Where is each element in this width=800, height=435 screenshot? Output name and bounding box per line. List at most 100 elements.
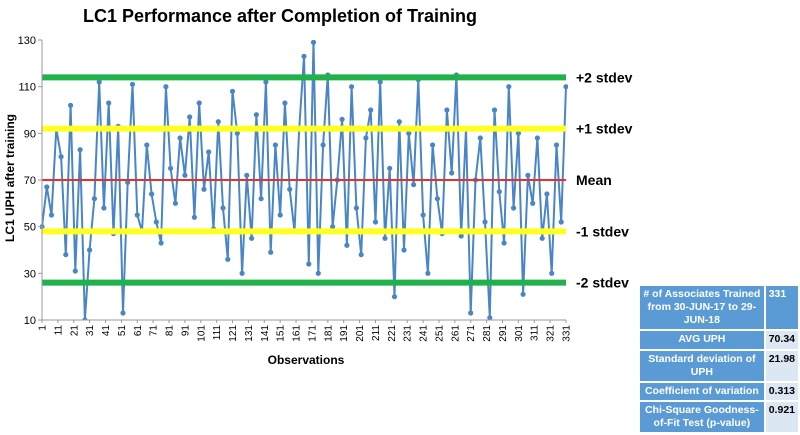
data-point bbox=[229, 88, 236, 94]
data-point bbox=[206, 149, 212, 155]
x-tick-label: 121 bbox=[228, 325, 239, 342]
y-tick-label: 110 bbox=[18, 82, 36, 94]
data-point bbox=[191, 214, 197, 220]
x-tick-label: 301 bbox=[514, 325, 525, 342]
ref-line-label: -2 stdev bbox=[576, 275, 629, 291]
x-tick-label: 221 bbox=[387, 325, 398, 342]
data-point bbox=[58, 154, 64, 160]
data-point bbox=[382, 235, 388, 241]
data-point bbox=[153, 219, 159, 225]
x-tick-label: 261 bbox=[450, 325, 461, 342]
data-point bbox=[263, 79, 269, 85]
data-point bbox=[434, 196, 440, 202]
data-point bbox=[520, 291, 526, 297]
data-point bbox=[101, 205, 107, 211]
data-point bbox=[496, 189, 502, 195]
stats-value: 70.34 bbox=[765, 331, 798, 349]
stats-label: Chi-Square Goodness-of-Fit Test (p-value… bbox=[640, 401, 764, 433]
x-tick-label: 101 bbox=[196, 325, 207, 342]
data-point bbox=[487, 315, 493, 320]
stats-label: Coefficient of variation bbox=[640, 382, 764, 400]
y-tick-label: 90 bbox=[24, 128, 36, 140]
data-point bbox=[468, 310, 474, 316]
chart-title: LC1 Performance after Completion of Trai… bbox=[83, 6, 477, 26]
data-point bbox=[315, 270, 321, 276]
x-tick-label: 231 bbox=[403, 325, 414, 342]
data-point bbox=[482, 219, 488, 225]
data-point bbox=[144, 142, 150, 148]
data-point bbox=[330, 224, 336, 230]
data-point bbox=[201, 186, 207, 192]
x-tick-label: 71 bbox=[149, 325, 160, 337]
stats-label: AVG UPH bbox=[640, 331, 764, 349]
data-point bbox=[349, 84, 355, 90]
data-point bbox=[249, 235, 255, 241]
data-point bbox=[182, 172, 188, 178]
data-point bbox=[168, 165, 174, 171]
x-tick-label: 41 bbox=[101, 325, 112, 337]
data-point bbox=[220, 205, 226, 211]
x-tick-label: 141 bbox=[260, 325, 271, 342]
data-point bbox=[120, 310, 126, 316]
data-point bbox=[344, 242, 350, 248]
stats-row: Standard deviation of UPH 21.98 bbox=[640, 350, 798, 381]
data-point bbox=[563, 84, 568, 90]
data-point bbox=[387, 165, 393, 171]
data-point bbox=[515, 130, 522, 136]
data-point bbox=[377, 79, 383, 85]
data-point bbox=[558, 219, 564, 225]
y-tick-label: 10 bbox=[24, 315, 36, 327]
data-point bbox=[506, 84, 512, 90]
stats-label: Standard deviation of UPH bbox=[640, 350, 764, 381]
data-point bbox=[306, 261, 312, 267]
data-point bbox=[363, 135, 369, 141]
x-tick-label: 161 bbox=[292, 325, 303, 342]
data-point bbox=[368, 107, 374, 113]
stats-row: AVG UPH 70.34 bbox=[640, 331, 798, 349]
data-point bbox=[253, 112, 259, 118]
ref-line-label: +2 stdev bbox=[576, 69, 633, 85]
data-point bbox=[82, 317, 88, 320]
x-tick-label: 151 bbox=[276, 325, 287, 342]
data-point bbox=[149, 191, 155, 197]
data-point bbox=[77, 147, 83, 153]
stats-value: 21.98 bbox=[765, 350, 798, 381]
y-tick-label: 50 bbox=[24, 222, 36, 234]
data-point bbox=[225, 256, 231, 262]
data-point bbox=[353, 205, 359, 211]
data-point bbox=[268, 249, 274, 255]
y-axis-label: LC1 UPH after training bbox=[3, 114, 17, 242]
x-tick-label: 251 bbox=[434, 325, 445, 342]
data-point bbox=[258, 196, 264, 202]
ref-line-label: Mean bbox=[576, 172, 612, 188]
data-point bbox=[425, 270, 431, 276]
x-tick-label: 61 bbox=[133, 325, 144, 337]
x-tick-label: 91 bbox=[180, 325, 191, 337]
y-tick-label: 70 bbox=[24, 175, 36, 187]
data-point bbox=[444, 107, 450, 113]
data-point bbox=[391, 294, 398, 300]
data-point bbox=[87, 247, 93, 253]
data-point bbox=[544, 191, 550, 197]
data-point bbox=[358, 252, 364, 258]
y-tick-label: 130 bbox=[18, 35, 36, 47]
ref-line-label: +1 stdev bbox=[576, 121, 633, 137]
data-point bbox=[63, 252, 69, 258]
data-point bbox=[310, 40, 317, 45]
data-point bbox=[187, 114, 193, 120]
x-tick-label: 111 bbox=[212, 325, 223, 341]
stats-row: Coefficient of variation 0.313 bbox=[640, 382, 798, 400]
x-tick-label: 211 bbox=[371, 325, 382, 341]
data-point bbox=[449, 170, 455, 176]
data-point bbox=[430, 142, 436, 148]
data-point bbox=[534, 135, 541, 141]
data-point bbox=[530, 200, 536, 206]
data-point bbox=[539, 235, 545, 241]
data-point bbox=[277, 212, 283, 218]
x-tick-label: 191 bbox=[339, 325, 350, 342]
data-point bbox=[106, 100, 112, 106]
data-point bbox=[491, 107, 498, 113]
data-point bbox=[158, 240, 164, 246]
x-tick-label: 21 bbox=[69, 325, 80, 337]
